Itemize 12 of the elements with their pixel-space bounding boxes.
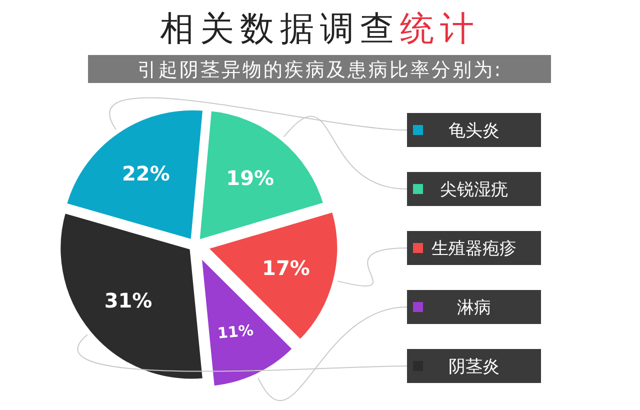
legend-label: 龟头炎 (448, 121, 500, 141)
data-label: 22% (122, 161, 170, 186)
data-label: 11% (216, 321, 254, 342)
legend-label: 尖锐湿疣 (440, 180, 508, 200)
legend-label: 生殖器疱疹 (432, 239, 516, 259)
data-label: 17% (262, 256, 310, 280)
chart-subtitle: 引起阴茎异物的疾病及患病比率分别为: (137, 59, 503, 81)
data-label: 19% (226, 166, 274, 190)
legend-label: 阴茎炎 (448, 357, 500, 377)
data-label: 31% (104, 288, 152, 313)
legend-label: 淋病 (457, 298, 491, 318)
chart-title: 相关数据调查统计 (160, 9, 480, 49)
